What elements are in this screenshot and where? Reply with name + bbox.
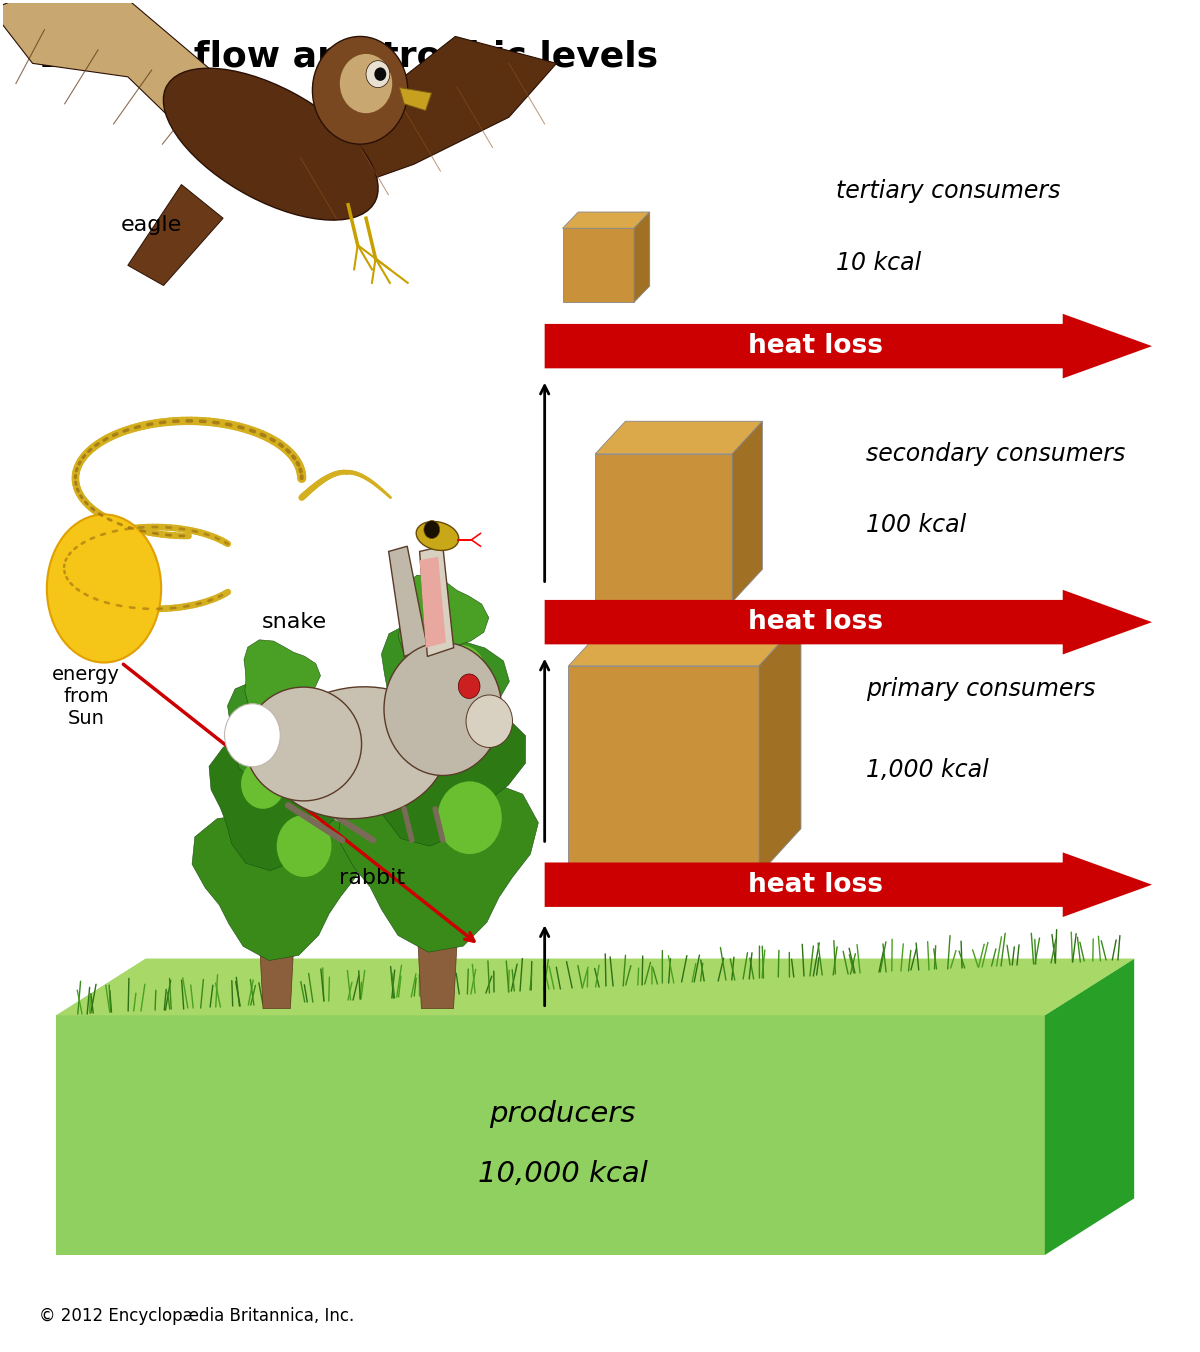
Polygon shape (338, 781, 539, 952)
Ellipse shape (269, 687, 446, 819)
Polygon shape (563, 228, 634, 303)
Polygon shape (569, 621, 800, 667)
Polygon shape (56, 959, 1134, 1015)
Circle shape (366, 61, 390, 88)
Circle shape (277, 815, 331, 877)
Circle shape (277, 699, 318, 745)
Text: 1,000 kcal: 1,000 kcal (866, 758, 989, 783)
Polygon shape (244, 639, 320, 711)
Circle shape (241, 760, 284, 808)
Text: energy
from
Sun: energy from Sun (53, 665, 120, 727)
Polygon shape (595, 422, 762, 454)
Text: heat loss: heat loss (748, 333, 883, 360)
Circle shape (458, 675, 480, 699)
Polygon shape (545, 314, 1152, 379)
Polygon shape (256, 877, 298, 1009)
Polygon shape (595, 454, 732, 602)
Polygon shape (382, 623, 509, 742)
Circle shape (374, 68, 386, 81)
Polygon shape (300, 37, 557, 197)
Polygon shape (389, 546, 427, 657)
Text: producers: producers (490, 1099, 636, 1128)
Polygon shape (563, 212, 649, 228)
Polygon shape (56, 959, 1134, 1015)
Circle shape (384, 642, 502, 776)
Polygon shape (1045, 959, 1134, 1255)
Polygon shape (192, 815, 362, 960)
Polygon shape (0, 0, 259, 158)
Polygon shape (228, 681, 337, 783)
Text: rabbit: rabbit (338, 868, 406, 888)
Polygon shape (128, 184, 223, 285)
Text: primary consumers: primary consumers (866, 677, 1096, 702)
Text: 10 kcal: 10 kcal (836, 250, 922, 274)
Text: Energy flow and trophic levels: Energy flow and trophic levels (38, 41, 658, 74)
Polygon shape (400, 88, 432, 111)
Circle shape (438, 781, 502, 854)
Polygon shape (420, 546, 454, 657)
Text: eagle: eagle (121, 215, 182, 235)
Circle shape (438, 645, 486, 699)
Polygon shape (413, 854, 462, 1009)
Text: tertiary consumers: tertiary consumers (836, 180, 1061, 203)
Polygon shape (760, 621, 800, 875)
Circle shape (340, 54, 392, 114)
Polygon shape (56, 1015, 1045, 1255)
Circle shape (312, 37, 408, 145)
Circle shape (224, 704, 281, 767)
Ellipse shape (163, 68, 378, 220)
Polygon shape (420, 557, 446, 648)
Ellipse shape (246, 687, 361, 800)
Text: © 2012 Encyclopædia Britannica, Inc.: © 2012 Encyclopædia Britannica, Inc. (38, 1307, 354, 1325)
Text: heat loss: heat loss (748, 610, 883, 635)
Polygon shape (545, 589, 1152, 654)
Circle shape (396, 717, 448, 775)
Polygon shape (359, 694, 526, 846)
Ellipse shape (47, 514, 161, 662)
Text: heat loss: heat loss (748, 872, 883, 898)
Text: 100 kcal: 100 kcal (866, 514, 966, 537)
Polygon shape (634, 212, 649, 303)
Polygon shape (545, 852, 1152, 917)
Polygon shape (732, 422, 762, 602)
Polygon shape (398, 575, 488, 660)
Ellipse shape (416, 522, 458, 550)
Text: 10,000 kcal: 10,000 kcal (478, 1160, 648, 1188)
Polygon shape (209, 741, 352, 871)
Text: secondary consumers: secondary consumers (866, 442, 1126, 466)
Polygon shape (569, 667, 760, 875)
Circle shape (424, 521, 439, 538)
Circle shape (466, 695, 512, 748)
Text: snake: snake (262, 612, 328, 633)
